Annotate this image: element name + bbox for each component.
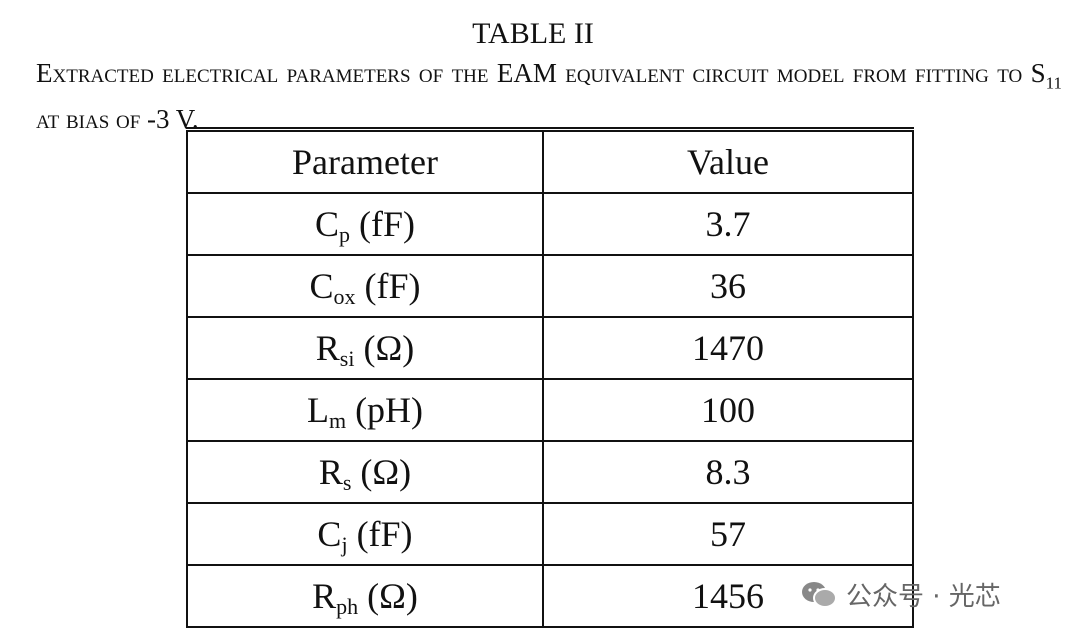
parameter-unit: (Ω) xyxy=(363,328,415,368)
parameter-symbol: L xyxy=(306,390,329,430)
table-row: Rs (Ω) 8.3 xyxy=(186,440,914,504)
value-cell: 3.7 xyxy=(542,192,914,256)
table-body: Cp (fF) 3.7 Cox (fF) 36 Rsi (Ω) 1470 Lm (pH) 10… xyxy=(186,192,914,628)
parameter-table: Parameter Value Cp (fF) 3.7 Cox (fF) 36 Rsi … xyxy=(186,130,914,628)
parameter-symbol: R xyxy=(318,452,343,492)
parameter-cell: Cj (fF) xyxy=(186,502,544,566)
parameter-cell: Cox (fF) xyxy=(186,254,544,318)
parameter-symbol: C xyxy=(317,514,342,554)
value-cell: 57 xyxy=(542,502,914,566)
parameter-unit: (Ω) xyxy=(360,452,412,492)
parameter-subscript: si xyxy=(339,346,355,371)
watermark-icon xyxy=(802,581,837,608)
parameter-cell: Lm (pH) xyxy=(186,378,544,442)
watermark: 公众号 · 光芯 xyxy=(800,576,1001,613)
table-row: Cj (fF) 57 xyxy=(186,502,914,566)
value-cell: 1470 xyxy=(542,316,914,380)
parameter-unit: (Ω) xyxy=(367,576,418,616)
table-caption: Extracted electrical parameters of the E… xyxy=(36,55,1062,138)
table-row: Lm (pH) 100 xyxy=(186,378,914,442)
parameter-unit: (fF) xyxy=(356,514,413,554)
value-cell: 36 xyxy=(542,254,914,318)
caption-subscript: 11 xyxy=(1045,73,1062,93)
value-cell: 1456 xyxy=(542,564,914,628)
parameter-cell: Rs (Ω) xyxy=(186,440,544,504)
parameter-subscript: ph xyxy=(336,594,359,619)
parameter-unit: (fF) xyxy=(359,204,415,244)
parameter-symbol: R xyxy=(315,328,340,368)
caption-text: at bias of -3 V. xyxy=(36,104,199,135)
parameter-symbol: C xyxy=(309,266,334,306)
parameter-subscript: j xyxy=(341,532,348,557)
parameter-cell: Rph (Ω) xyxy=(186,564,544,628)
table-label: TABLE II xyxy=(472,17,594,50)
header-row: Parameter Value xyxy=(186,130,914,194)
parameter-cell: Rsi (Ω) xyxy=(186,316,544,380)
header-cell: Value xyxy=(542,130,914,194)
parameter-symbol: C xyxy=(314,204,339,244)
watermark-text: 公众号 · 光芯 xyxy=(846,582,1001,612)
parameter-subscript: ox xyxy=(333,284,356,309)
parameter-symbol: R xyxy=(312,576,337,616)
parameter-subscript: p xyxy=(339,222,350,247)
top-rule xyxy=(186,127,914,129)
table-row: Cp (fF) 3.7 xyxy=(186,192,914,256)
parameter-subscript: s xyxy=(342,470,352,495)
caption-text: Extracted electrical parameters of the E… xyxy=(36,58,1046,88)
value-cell: 100 xyxy=(542,378,914,442)
parameter-subscript: m xyxy=(328,408,347,433)
table-row: Cox (fF) 36 xyxy=(186,254,914,318)
parameter-unit: (pH) xyxy=(355,390,424,430)
value-cell: 8.3 xyxy=(542,440,914,504)
parameter-unit: (fF) xyxy=(364,266,421,306)
table-row: Rph (Ω) 1456 xyxy=(186,564,914,628)
table-row: Rsi (Ω) 1470 xyxy=(186,316,914,380)
header-cell: Parameter xyxy=(186,130,544,194)
parameter-cell: Cp (fF) xyxy=(186,192,544,256)
